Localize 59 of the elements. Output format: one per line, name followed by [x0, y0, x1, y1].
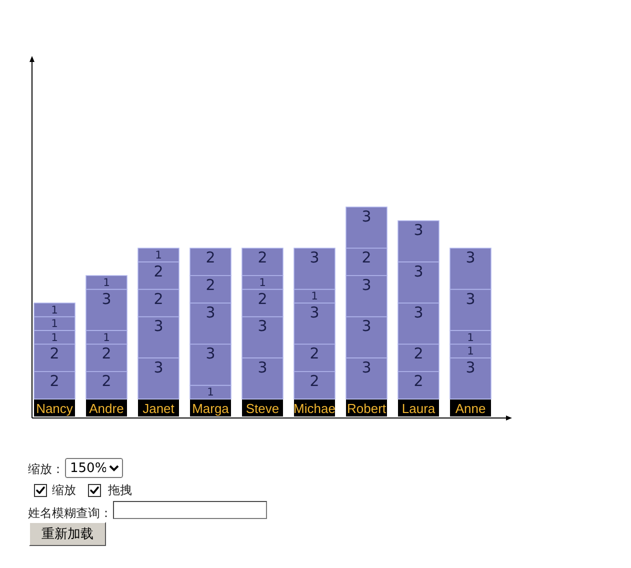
data-label: 3: [362, 358, 372, 376]
data-label: 3: [414, 304, 424, 322]
data-label: 2: [310, 372, 320, 390]
x-tick-label: Andre: [89, 401, 124, 416]
data-label: 3: [206, 344, 216, 363]
data-label: 2: [154, 262, 164, 280]
data-label: 1: [467, 330, 474, 344]
x-tick-label: Robert: [346, 401, 386, 416]
data-label: 1: [259, 276, 266, 289]
data-label: 1: [207, 386, 214, 399]
x-tick-label: Anne: [455, 401, 486, 416]
data-label: 2: [50, 372, 60, 390]
text: 缩放：: [28, 461, 64, 477]
x-tick-label: Michae: [294, 401, 336, 416]
button-reload: 重新加载: [29, 522, 106, 546]
data-label: 2: [206, 276, 216, 294]
data-label: 2: [154, 290, 164, 308]
data-label: 1: [51, 330, 58, 344]
data-label: 2: [310, 344, 320, 363]
x-tick-label: Steve: [246, 401, 280, 416]
data-label: 1: [311, 290, 318, 303]
data-label: 1: [51, 303, 58, 316]
data-label: 1: [103, 276, 110, 289]
x-tick-label: Nancy: [36, 401, 74, 416]
text: 拖拽: [108, 482, 132, 498]
data-label: 2: [414, 372, 424, 390]
data-label: 3: [154, 317, 164, 336]
x-tick-label: Marga: [192, 401, 230, 416]
x-tick-label: Janet: [142, 401, 175, 416]
data-label: 3: [258, 358, 268, 376]
data-label: 3: [414, 262, 424, 280]
data-label: 3: [362, 276, 372, 294]
data-label: 2: [414, 344, 424, 363]
data-label: 3: [206, 304, 216, 322]
data-label: 3: [102, 290, 112, 308]
data-label: 1: [467, 344, 474, 358]
data-label: 2: [258, 248, 268, 267]
text: 姓名模糊查询：: [28, 505, 112, 521]
data-label: 2: [206, 248, 216, 267]
x-tick-label: Laura: [402, 401, 436, 416]
data-label: 3: [466, 248, 476, 267]
data-label: 3: [414, 221, 424, 240]
data-label: 2: [50, 344, 60, 363]
data-label: 3: [362, 208, 372, 226]
data-label: 2: [102, 372, 112, 390]
data-label: 2: [258, 290, 268, 308]
data-label: 1: [51, 317, 58, 330]
data-label: 1: [155, 248, 162, 262]
data-label: 3: [362, 317, 372, 336]
data-label: 3: [154, 358, 164, 376]
data-label: 3: [258, 317, 268, 336]
data-label: 1: [103, 330, 110, 344]
data-label: 3: [310, 248, 320, 267]
data-label: 2: [102, 344, 112, 363]
data-label: 3: [310, 304, 320, 322]
text: 缩放: [52, 482, 76, 498]
data-label: 3: [466, 290, 476, 308]
data-label: 3: [466, 358, 476, 376]
data-label: 2: [362, 248, 372, 267]
